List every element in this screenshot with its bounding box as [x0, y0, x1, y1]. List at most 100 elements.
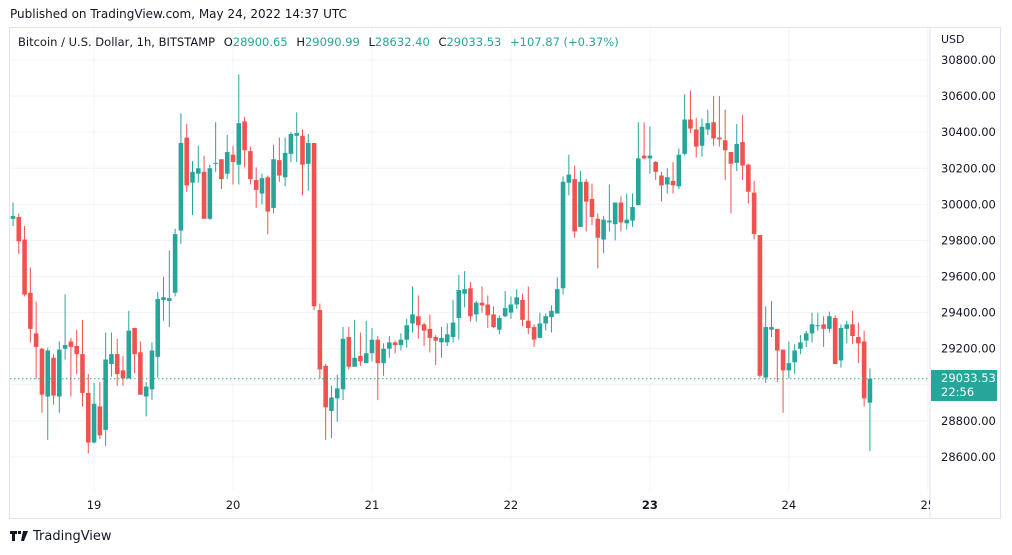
candle-body	[531, 327, 537, 340]
candle-body	[80, 354, 85, 393]
candle	[746, 163, 751, 204]
candle	[398, 333, 404, 351]
candle-body	[549, 310, 554, 318]
candle-body	[16, 216, 22, 242]
candle	[462, 271, 467, 308]
currency-label: USD	[941, 33, 965, 46]
candle	[450, 299, 456, 343]
candle-body	[57, 349, 62, 397]
candle	[172, 228, 178, 297]
candle-body	[809, 324, 815, 334]
candle	[74, 329, 79, 374]
candle-body	[838, 327, 844, 361]
candle	[387, 336, 392, 358]
candle	[358, 332, 363, 366]
brand-name[interactable]: TradingView	[33, 529, 112, 544]
candle-body	[51, 357, 56, 396]
candle-body	[329, 397, 334, 411]
candle	[479, 286, 485, 313]
candle-body	[433, 336, 438, 341]
candle-body	[699, 126, 705, 146]
candle-body	[595, 218, 601, 238]
candle	[126, 310, 132, 379]
candle	[688, 90, 693, 134]
candle	[219, 159, 224, 190]
candle	[109, 332, 114, 377]
candle-body	[682, 119, 687, 154]
candle-body	[103, 359, 108, 430]
candle-body	[265, 177, 271, 212]
candle	[85, 373, 91, 454]
candle-body	[68, 341, 74, 347]
candle-body	[346, 336, 352, 367]
candle-body	[537, 323, 543, 338]
candle-body	[311, 143, 317, 307]
candle	[456, 274, 462, 340]
candle	[381, 343, 386, 376]
candle	[589, 183, 595, 226]
candle-body	[410, 314, 415, 324]
candle-body	[109, 354, 114, 365]
candle-body	[439, 337, 444, 343]
candle	[578, 170, 583, 227]
candle	[155, 291, 161, 378]
candle	[526, 286, 531, 335]
candle	[595, 213, 601, 269]
price-tick-label: 29800.00	[941, 233, 996, 247]
candle-body	[693, 129, 699, 147]
candle-body	[143, 386, 149, 397]
candle	[601, 216, 606, 254]
candle	[352, 319, 357, 367]
candle	[392, 340, 398, 354]
candle	[549, 305, 554, 333]
candle	[334, 374, 340, 422]
candle	[39, 347, 45, 413]
candle-body	[705, 123, 711, 130]
candle-body	[508, 304, 514, 313]
candle	[62, 294, 68, 360]
candle	[792, 344, 797, 374]
candle	[763, 306, 768, 383]
candle-body	[392, 342, 398, 346]
candle-body	[688, 119, 693, 129]
candle	[404, 318, 410, 348]
candle-body	[195, 168, 201, 174]
candle-body	[416, 316, 421, 326]
candle-body	[288, 133, 294, 154]
candle-body	[381, 348, 386, 364]
tradingview-logo-icon	[10, 530, 28, 544]
candle	[416, 295, 421, 339]
price-tick-label: 29600.00	[941, 270, 996, 284]
candle	[468, 281, 473, 322]
candle-body	[572, 179, 577, 232]
candle-body	[305, 143, 311, 164]
candle	[91, 382, 97, 444]
candle-body	[219, 159, 224, 180]
price-tick-label: 30800.00	[941, 53, 996, 67]
price-tick-label: 29400.00	[941, 306, 996, 320]
candle	[607, 184, 612, 232]
candle	[664, 168, 670, 194]
candle-body	[497, 318, 502, 330]
candle-body	[722, 140, 728, 151]
candle	[16, 213, 22, 254]
candle	[195, 145, 201, 183]
candle-body	[502, 308, 508, 317]
candle-body	[798, 342, 803, 349]
candle-body	[786, 363, 792, 371]
candle-body	[282, 152, 288, 178]
candle-body	[543, 316, 548, 324]
candle-body	[39, 348, 45, 395]
low-label: L	[368, 35, 375, 49]
candle	[22, 226, 27, 297]
candle-body	[751, 192, 757, 235]
candle	[786, 341, 792, 379]
candle-body	[514, 297, 520, 305]
candle-body	[358, 355, 363, 362]
time-tick-label: 20	[226, 498, 241, 512]
candle-body	[398, 339, 404, 346]
candle-body	[207, 168, 213, 219]
candle	[143, 382, 149, 417]
candle	[10, 202, 16, 227]
